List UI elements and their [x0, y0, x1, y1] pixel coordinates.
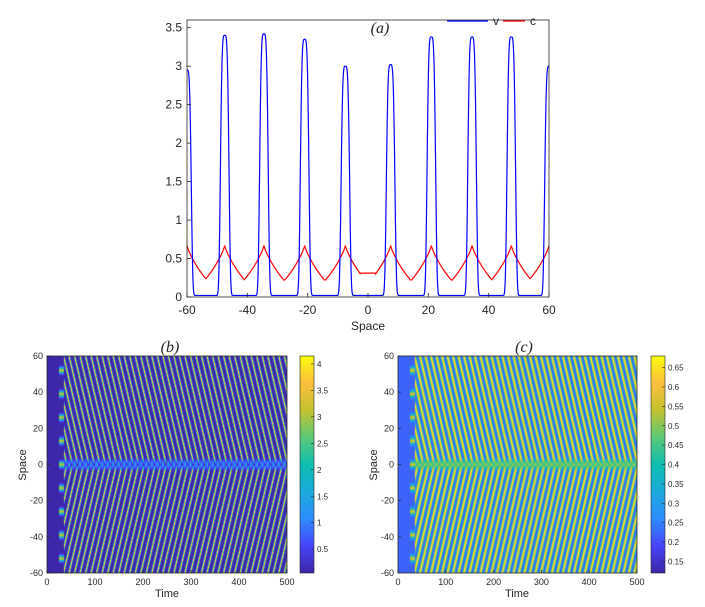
x-tick-label: 0 — [365, 303, 372, 317]
colorbar-tick-label: 0.55 — [668, 402, 684, 411]
x-tick-label: 200 — [486, 577, 501, 587]
colorbar-tick-label: 0.35 — [668, 480, 684, 489]
panel-b: (b) 0 100 200 300 400 500 -60 -40 -20 0 20 40 60 Ti… — [17, 339, 329, 600]
legend-v-label: v — [493, 14, 499, 28]
panel-c-heatmap — [398, 356, 637, 573]
x-tick-label: 300 — [183, 577, 198, 587]
panel-b-colorbar — [300, 356, 314, 573]
y-tick-label: 3.5 — [165, 21, 182, 35]
colorbar-tick-label: 0.65 — [668, 364, 684, 373]
x-tick-label: 100 — [87, 577, 102, 587]
y-tick-label: 2 — [175, 136, 182, 150]
panel-b-title: (b) — [161, 339, 180, 356]
x-tick-label: 400 — [582, 577, 597, 587]
y-tick-label: 40 — [33, 387, 43, 397]
colorbar-tick-label: 0.5 — [317, 545, 329, 554]
panel-c-colorbar-ticks: 0.15 0.2 0.25 0.3 0.35 0.4 0.45 0.5 0.55 0.6 0.65 — [662, 364, 684, 567]
panel-b-xlabel: Time — [155, 588, 179, 600]
y-tick-label: 20 — [384, 423, 394, 433]
y-tick-label: 3 — [175, 59, 182, 73]
panel-a: (a) -60 -40 -20 0 20 40 60 0 0.5 1 1.5 2 2.5 3 3.5 Sp… — [165, 14, 556, 333]
panel-c: (c) 0 100 200 300 400 500 -60 -40 -20 0 20 40 60 Ti… — [368, 339, 684, 600]
y-tick-label: -60 — [381, 568, 394, 578]
x-tick-label: -20 — [299, 303, 317, 317]
y-tick-label: 60 — [384, 351, 394, 361]
panel-a-title: (a) — [371, 20, 390, 37]
y-tick-label: -40 — [381, 532, 394, 542]
colorbar-tick-label: 0.3 — [668, 499, 680, 508]
y-tick-label: 1.5 — [165, 175, 182, 189]
panel-c-title: (c) — [515, 339, 533, 356]
colorbar-tick-label: 4 — [317, 360, 322, 369]
panel-a-plot — [187, 34, 549, 296]
x-tick-label: 0 — [44, 577, 49, 587]
colorbar-tick-label: 0.2 — [668, 538, 680, 547]
colorbar-tick-label: 1 — [317, 519, 322, 528]
x-tick-label: 0 — [395, 577, 400, 587]
colorbar-tick-label: 0.15 — [668, 557, 684, 566]
x-tick-label: 400 — [231, 577, 246, 587]
x-tick-label: 200 — [135, 577, 150, 587]
x-tick-label: 60 — [542, 303, 556, 317]
colorbar-tick-label: 1.5 — [317, 492, 329, 501]
y-tick-label: 1 — [175, 213, 182, 227]
colorbar-tick-label: 3.5 — [317, 386, 329, 395]
series-v-line — [187, 34, 549, 296]
y-tick-label: -40 — [30, 532, 43, 542]
x-tick-label: -40 — [239, 303, 257, 317]
colorbar-tick-label: 3 — [317, 413, 322, 422]
x-tick-label: 20 — [422, 303, 436, 317]
x-tick-label: 500 — [279, 577, 294, 587]
y-tick-label: 0 — [38, 460, 43, 470]
colorbar-tick-label: 0.45 — [668, 441, 684, 450]
panel-b-heatmap — [47, 356, 287, 573]
y-tick-label: -20 — [30, 496, 43, 506]
panel-c-xlabel: Time — [505, 588, 529, 600]
panel-a-xlabel: Space — [351, 319, 385, 333]
panel-a-axes-box — [187, 20, 549, 297]
colorbar-tick-label: 2.5 — [317, 439, 329, 448]
legend-c-label: c — [530, 14, 536, 28]
series-c-line — [187, 245, 549, 280]
panel-a-legend: v c — [447, 14, 536, 28]
x-tick-label: -60 — [178, 303, 196, 317]
colorbar-tick-label: 0.5 — [668, 422, 680, 431]
y-tick-label: -60 — [30, 568, 43, 578]
x-tick-label: 100 — [438, 577, 453, 587]
panel-c-ylabel: Space — [368, 449, 380, 480]
y-tick-label: 60 — [33, 351, 43, 361]
y-tick-label: 0 — [389, 460, 394, 470]
y-tick-label: -20 — [381, 496, 394, 506]
panel-b-ylabel: Space — [17, 449, 29, 480]
x-tick-label: 300 — [534, 577, 549, 587]
y-tick-label: 0 — [175, 290, 182, 304]
colorbar-tick-label: 0.25 — [668, 519, 684, 528]
colorbar-tick-label: 2 — [317, 466, 322, 475]
y-tick-label: 2.5 — [165, 98, 182, 112]
x-tick-label: 500 — [629, 577, 644, 587]
y-tick-label: 0.5 — [165, 252, 182, 266]
y-tick-label: 20 — [33, 423, 43, 433]
x-tick-label: 40 — [482, 303, 496, 317]
colorbar-tick-label: 0.4 — [668, 461, 680, 470]
y-tick-label: 40 — [384, 387, 394, 397]
colorbar-tick-label: 0.6 — [668, 383, 680, 392]
